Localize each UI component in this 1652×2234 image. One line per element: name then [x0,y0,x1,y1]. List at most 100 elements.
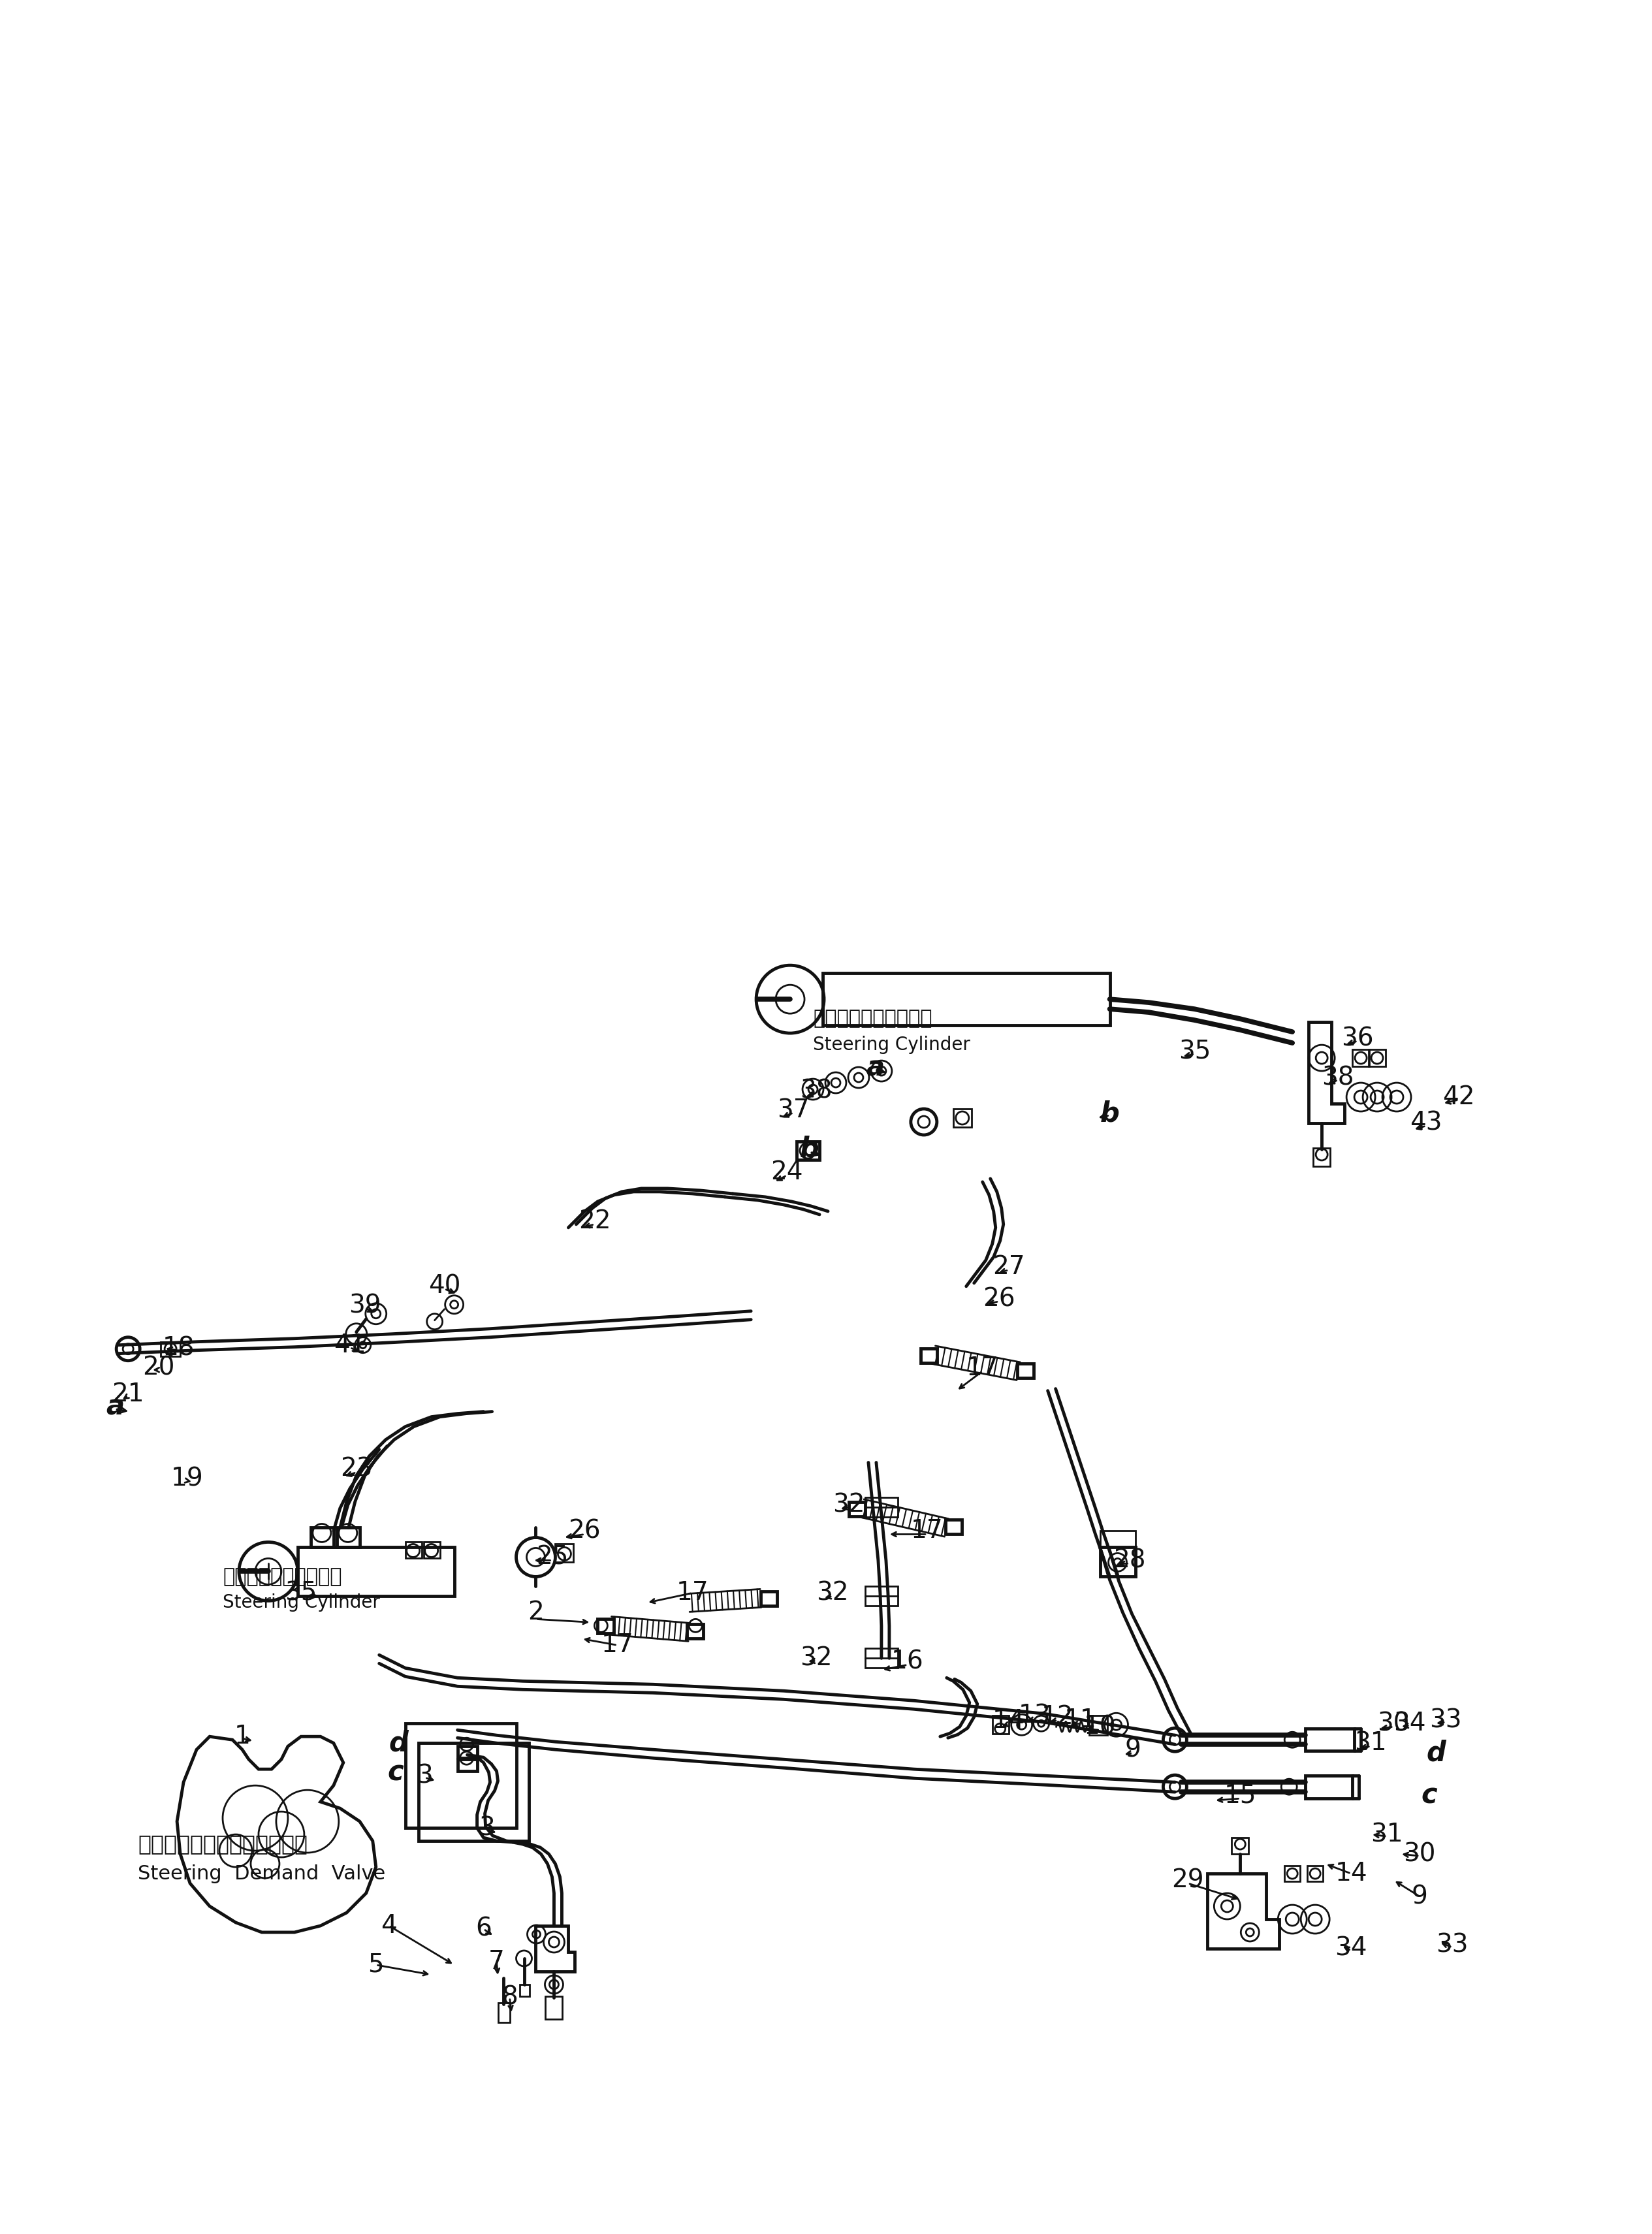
Text: 4: 4 [382,1912,396,1939]
Text: 24: 24 [771,1159,803,1184]
Bar [337,1528,360,1548]
Text: 35: 35 [1178,1039,1211,1063]
Text: 26: 26 [568,1519,601,1544]
Text: 14: 14 [993,1709,1024,1734]
Bar [866,1649,897,1669]
Bar [945,1519,961,1535]
Bar [1353,1050,1370,1066]
Bar [423,1541,439,1559]
Bar [555,1544,573,1562]
Text: b: b [800,1135,819,1164]
Text: 19: 19 [170,1466,203,1492]
Text: 17: 17 [966,1356,999,1381]
Text: a: a [866,1054,884,1081]
Text: 36: 36 [1341,1025,1374,1050]
Text: 3: 3 [479,1816,496,1841]
Text: 31: 31 [1355,1731,1386,1756]
Text: 9: 9 [1125,1738,1140,1763]
Text: 17: 17 [676,1582,709,1606]
Bar [297,1548,454,1597]
Text: 34: 34 [1335,1937,1368,1961]
Bar [920,1349,937,1363]
Bar [687,1624,704,1640]
Text: 15: 15 [1224,1783,1256,1807]
Bar [458,1760,477,1772]
Bar [1018,1363,1034,1378]
Text: 40: 40 [428,1273,461,1298]
Text: 30: 30 [1404,1841,1436,1865]
Text: ステアリングシリンダ: ステアリングシリンダ [223,1568,342,1586]
Text: 7: 7 [489,1950,506,1975]
Text: 32: 32 [800,1646,833,1671]
Bar [993,1716,1009,1734]
Text: 41: 41 [334,1334,367,1358]
Text: 10: 10 [1084,1713,1117,1738]
Text: 31: 31 [1371,1823,1403,1848]
Text: 16: 16 [892,1649,923,1673]
Bar [1285,1865,1300,1881]
Text: Steering Cylinder: Steering Cylinder [813,1037,970,1054]
Text: 5: 5 [368,1953,383,1977]
Bar [1100,1530,1137,1548]
Text: 38: 38 [1322,1066,1355,1090]
Text: 12: 12 [1041,1705,1074,1729]
Text: a: a [106,1394,124,1421]
Text: 20: 20 [142,1356,175,1381]
Text: 35: 35 [284,1582,317,1606]
Text: 13: 13 [1019,1702,1051,1729]
Text: 25: 25 [535,1544,568,1571]
Bar [866,1586,897,1606]
Bar [796,1142,819,1159]
Text: 22: 22 [578,1209,611,1233]
Text: c: c [388,1758,403,1787]
Bar [545,1997,562,2020]
Text: 14: 14 [1335,1861,1368,1885]
Bar [866,1497,897,1517]
Text: b: b [1100,1099,1120,1128]
Bar [519,1984,530,1997]
Bar [1100,1548,1137,1577]
Text: 38: 38 [800,1079,833,1104]
Bar [1307,1865,1323,1881]
Text: 39: 39 [349,1293,382,1318]
Text: 42: 42 [1442,1086,1475,1110]
Bar [1368,1050,1386,1066]
Text: 11: 11 [1064,1707,1097,1734]
Bar [1232,1839,1249,1854]
Text: 6: 6 [476,1917,492,1941]
Text: Steering Cylinder: Steering Cylinder [223,1593,380,1613]
Text: 8: 8 [502,1986,517,2011]
Bar [160,1343,180,1356]
Bar [1305,1776,1353,1798]
Text: 33: 33 [1436,1932,1469,1957]
Text: 21: 21 [112,1381,144,1407]
Bar [311,1528,334,1548]
Text: 17: 17 [910,1519,943,1544]
Bar [598,1620,615,1633]
Bar [1089,1716,1107,1736]
Bar [849,1501,866,1517]
Text: 32: 32 [816,1582,849,1606]
Text: 17: 17 [601,1633,633,1658]
Text: Steering  Demand  Valve: Steering Demand Valve [137,1863,385,1883]
Text: 30: 30 [1378,1711,1409,1736]
Bar [823,974,1110,1025]
Text: 27: 27 [993,1253,1024,1280]
Bar [1305,1729,1355,1751]
Text: 3: 3 [416,1763,433,1787]
Text: 43: 43 [1409,1110,1442,1135]
Text: d: d [1426,1738,1446,1767]
Bar [1313,1148,1330,1166]
Text: 1: 1 [235,1725,251,1749]
Text: 32: 32 [833,1492,866,1517]
Bar [458,1747,477,1758]
Text: 26: 26 [983,1287,1014,1311]
Bar [497,2002,510,2022]
Text: 33: 33 [1429,1707,1462,1734]
Text: 2: 2 [527,1600,544,1624]
Text: 29: 29 [1171,1868,1204,1892]
Text: 9: 9 [1411,1883,1427,1908]
Text: 37: 37 [776,1097,809,1121]
Bar [405,1541,421,1559]
Text: 23: 23 [340,1457,373,1481]
